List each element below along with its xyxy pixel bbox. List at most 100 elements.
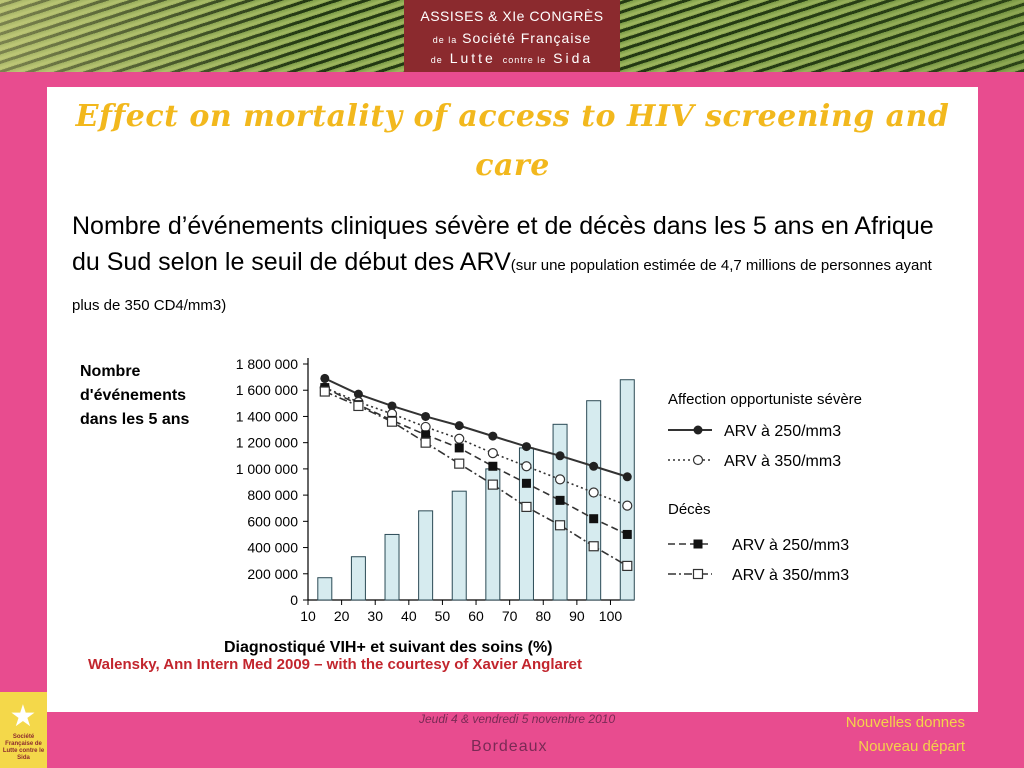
logo-line-2: de la Société Française — [404, 30, 620, 46]
logo-line-2-small: de la — [432, 35, 458, 45]
series-line — [324, 386, 628, 536]
marker-open-square — [554, 520, 566, 531]
marker-open-square — [588, 541, 599, 552]
logo-line-3-small-1: de — [430, 55, 443, 65]
marker-filled-circle — [353, 389, 363, 399]
bar — [552, 423, 568, 601]
logo-line-1: ASSISES & XIe CONGRÈS — [420, 8, 604, 24]
y-tick-label: 800 000 — [247, 487, 298, 503]
sfls-logo-text: Société Française de Lutte contre le Sid… — [2, 734, 45, 761]
y-tick-label: 200 000 — [247, 566, 298, 582]
marker-filled-square — [421, 430, 431, 440]
marker-filled-square — [521, 478, 531, 488]
legend-label: ARV à 350/mm3 — [724, 453, 841, 470]
marker-filled-square — [589, 514, 599, 524]
slide-title: Effect on mortality of access to HIV scr… — [75, 99, 950, 183]
bar — [317, 577, 333, 601]
marker-open-square — [386, 416, 398, 427]
series-line — [324, 390, 628, 567]
marker-filled-circle — [693, 425, 703, 435]
legend-group-title: Affection opportuniste sévère — [668, 391, 862, 408]
bar — [384, 533, 400, 601]
x-tick-label: 70 — [502, 608, 518, 624]
bar — [350, 556, 366, 601]
y-axis-label-line: d'événements — [80, 387, 186, 404]
y-axis: 0 200 000 400 000 600 000 800 000 1 000 000 1 … — [236, 356, 309, 608]
logo-line-3: de Lutte contre le Sida — [404, 50, 620, 66]
marker-filled-circle — [421, 411, 431, 421]
y-tick-label: 1 800 000 — [236, 356, 298, 372]
marker-filled-circle — [454, 421, 464, 431]
y-tick-label: 1 400 000 — [236, 408, 298, 424]
marker-filled-square — [622, 529, 632, 539]
bar — [418, 510, 434, 601]
marker-filled-circle — [589, 461, 599, 471]
marker-open-circle — [588, 487, 599, 498]
y-axis-label-line: Nombre — [80, 363, 141, 380]
marker-open-square — [487, 479, 498, 490]
logo-line-2-text: Société Française — [462, 30, 592, 46]
slide-subtitle: Nombre d’événements cliniques sévère et … — [72, 208, 952, 324]
legend-label: ARV à 250/mm3 — [724, 423, 841, 440]
marker-open-circle — [622, 500, 633, 511]
sfls-logo: ★ Société Française de Lutte contre le S… — [0, 692, 47, 768]
congress-logo: ASSISES & XIe CONGRÈS de la Société Fran… — [404, 0, 620, 72]
y-tick-label: 0 — [290, 592, 298, 608]
footer-city: Bordeaux — [471, 738, 548, 755]
y-tick-label: 1 600 000 — [236, 382, 298, 398]
marker-open-circle — [521, 461, 532, 472]
mortality-chart: Nombre d'événements dans les 5 ans 0 200 00… — [80, 356, 862, 656]
logo-line-3-text-a: Lutte — [449, 50, 496, 66]
marker-open-square — [353, 400, 364, 412]
y-tick-label: 1 200 000 — [236, 435, 298, 451]
x-tick-label: 60 — [468, 608, 484, 624]
subtitle-note: (sur une population estimée de 4,7 milli… — [72, 257, 932, 314]
marker-filled-circle — [387, 401, 397, 411]
x-tick-label: 10 — [300, 608, 316, 624]
marker-open-square — [622, 560, 633, 572]
x-tick-label: 20 — [334, 608, 350, 624]
bars — [317, 379, 635, 601]
footer-date: Jeudi 4 & vendredi 5 novembre 2010 — [419, 712, 616, 726]
y-axis-label-line: dans les 5 ans — [80, 411, 189, 428]
marker-filled-square — [488, 461, 498, 471]
star-icon: ★ — [9, 700, 37, 733]
x-axis-label: Diagnostiqué VIH+ et suivant des soins (… — [224, 639, 553, 656]
legend-label: ARV à 250/mm3 — [732, 537, 849, 554]
marker-open-square — [692, 568, 704, 580]
marker-filled-circle — [555, 451, 565, 461]
x-tick-label: 100 — [599, 608, 623, 624]
bar — [619, 379, 635, 601]
legend-label: ARV à 350/mm3 — [732, 567, 849, 584]
x-tick-label: 90 — [569, 608, 585, 624]
marker-open-circle — [692, 454, 704, 466]
marker-open-square — [319, 386, 330, 397]
logo-line-3-text-b: Sida — [553, 50, 594, 66]
marker-filled-circle — [521, 442, 531, 452]
y-tick-label: 1 000 000 — [236, 461, 298, 477]
bar — [586, 400, 602, 601]
legend-group-title: Décès — [668, 501, 711, 518]
series-line — [324, 377, 628, 478]
marker-filled-square — [693, 539, 703, 549]
marker-open-circle — [487, 448, 498, 459]
legend: Affection opportuniste sévère Décès ARV à … — [668, 391, 862, 584]
marker-filled-circle — [488, 431, 498, 441]
subtitle-main: Nombre d’événements cliniques sévère et … — [72, 212, 934, 276]
y-tick-label: 600 000 — [247, 513, 298, 529]
x-tick-label: 30 — [367, 608, 383, 624]
x-tick-label: 80 — [535, 608, 551, 624]
series-line — [324, 386, 628, 507]
footer-tagline-2: Nouveau départ — [858, 738, 965, 755]
marker-filled-square — [555, 495, 565, 505]
source-credit: Walensky, Ann Intern Med 2009 – with the… — [88, 656, 583, 673]
marker-open-square — [521, 501, 532, 513]
marker-filled-square — [454, 443, 464, 453]
marker-open-square — [420, 437, 431, 448]
content-panel — [47, 87, 978, 712]
x-tick-label: 40 — [401, 608, 417, 624]
x-axis: 10 20 30 40 50 60 70 80 90 100 — [300, 599, 634, 624]
marker-open-circle — [420, 421, 431, 433]
marker-filled-circle — [622, 472, 632, 482]
footer-tagline-1: Nouvelles donnes — [845, 714, 965, 731]
